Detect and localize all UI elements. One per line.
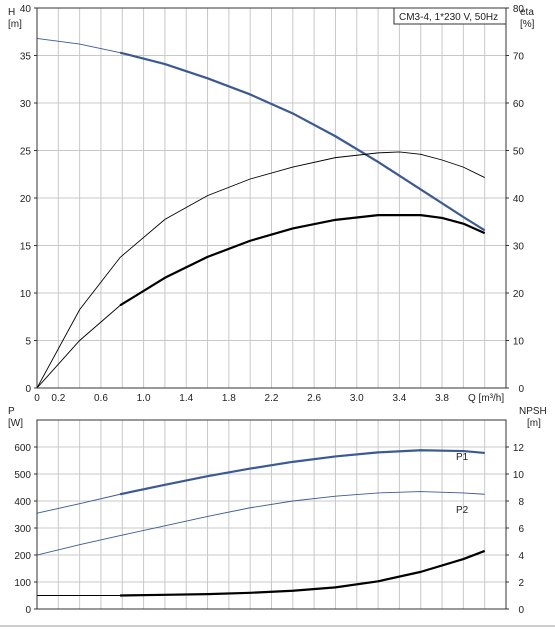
lower-right-axis-title: NPSH — [519, 406, 547, 417]
lower-series-1-thin-line — [36, 491, 485, 556]
lower-series-0-line — [119, 449, 485, 496]
upper-series-0-thin-line — [36, 37, 485, 231]
upper-series-0-line — [119, 51, 486, 232]
x-tick-label: 3.8 — [435, 393, 449, 404]
upper-right-tick-label: 10 — [513, 337, 525, 348]
lower-left-tick-label: 600 — [14, 443, 31, 454]
lower-right-tick-label: 6 — [518, 524, 524, 535]
upper-right-ticks: 0 10 20 30 40 50 60 70 80 — [506, 4, 524, 395]
upper-left-tick-label: 0 — [25, 384, 31, 395]
legend-box — [393, 7, 507, 25]
lower-curves — [36, 449, 486, 597]
upper-right-tick-label: 30 — [513, 242, 525, 253]
x-tick-label: 1.8 — [222, 393, 236, 404]
x-tick-label: 3.0 — [350, 393, 364, 404]
upper-left-tick-label: 40 — [20, 4, 32, 15]
upper-right-tick-label: 0 — [518, 384, 524, 395]
upper-left-tick-label: 25 — [20, 147, 32, 158]
series-label-p2: P2 — [456, 505, 469, 516]
upper-right-tick-label: 80 — [513, 4, 525, 15]
upper-right-tick-label: 50 — [513, 147, 525, 158]
lower-right-tick-label: 0 — [518, 605, 524, 616]
lower-left-ticks: 0 100 200 300 400 500 600 — [14, 443, 37, 616]
x-tick-label: 1.4 — [179, 393, 193, 404]
lower-series-0-thin-line — [36, 449, 485, 514]
lower-grid — [37, 420, 506, 609]
upper-series-2-line — [119, 214, 486, 307]
upper-left-ticks: 0 5 10 15 20 25 30 35 40 — [20, 4, 37, 395]
series-label-p1: P1 — [456, 452, 469, 463]
x-tick-label: 2.2 — [265, 393, 279, 404]
lower-chart: 0 100 200 300 400 500 600 0 2 4 6 8 10 12 P [W] NPSH… — [8, 406, 547, 616]
lower-left-axis-unit: [W] — [8, 418, 23, 429]
upper-series-1-thin-line — [36, 151, 485, 389]
lower-plot-frame — [36, 419, 507, 610]
upper-left-tick-label: 5 — [25, 337, 31, 348]
x-tick-label: 1.0 — [137, 393, 151, 404]
upper-left-tick-label: 35 — [20, 52, 32, 63]
x-tick-label: 2.6 — [307, 393, 321, 404]
lower-left-axis-title: P — [8, 406, 15, 417]
lower-right-tick-label: 8 — [518, 497, 524, 508]
upper-right-tick-label: 20 — [513, 289, 525, 300]
upper-right-axis-unit: [%] — [520, 19, 535, 30]
upper-left-tick-label: 10 — [20, 289, 32, 300]
upper-left-axis-unit: [m] — [8, 19, 22, 30]
upper-left-axis-title: H — [8, 7, 15, 18]
lower-left-tick-label: 400 — [14, 497, 31, 508]
legend-label: CM3-4, 1*230 V, 50Hz — [399, 12, 498, 23]
lower-right-ticks: 0 2 4 6 8 10 12 — [506, 443, 524, 616]
lower-right-tick-label: 10 — [513, 470, 525, 481]
lower-left-tick-label: 200 — [14, 551, 31, 562]
lower-left-tick-label: 500 — [14, 470, 31, 481]
lower-right-axis-unit: [m] — [527, 418, 541, 429]
lower-right-tick-label: 4 — [518, 551, 524, 562]
x-tick-label: 0.6 — [94, 393, 108, 404]
x-axis-label: Q [m³/h] — [468, 393, 504, 404]
lower-series-2-line — [120, 549, 486, 597]
upper-series-2-thin-line — [36, 214, 485, 389]
lower-right-tick-label: 2 — [518, 578, 524, 589]
upper-curves — [36, 37, 486, 389]
upper-left-tick-label: 30 — [20, 99, 32, 110]
upper-right-tick-label: 40 — [513, 194, 525, 205]
upper-left-tick-label: 15 — [20, 242, 32, 253]
lower-left-tick-label: 100 — [14, 578, 31, 589]
x-tick-label: 0.2 — [51, 393, 65, 404]
upper-x-ticks: 0 0.2 0.6 1.0 1.4 1.8 2.2 2.6 3.0 3.4 3.8 — [34, 393, 449, 404]
upper-right-tick-label: 70 — [513, 52, 525, 63]
upper-right-axis-title: eta — [520, 7, 534, 18]
lower-left-tick-label: 300 — [14, 524, 31, 535]
x-tick-label: 0 — [34, 393, 40, 404]
upper-right-tick-label: 60 — [513, 99, 525, 110]
upper-left-tick-label: 20 — [20, 194, 32, 205]
lower-right-tick-label: 12 — [513, 443, 525, 454]
lower-left-tick-label: 0 — [25, 605, 31, 616]
x-tick-label: 3.4 — [392, 393, 406, 404]
